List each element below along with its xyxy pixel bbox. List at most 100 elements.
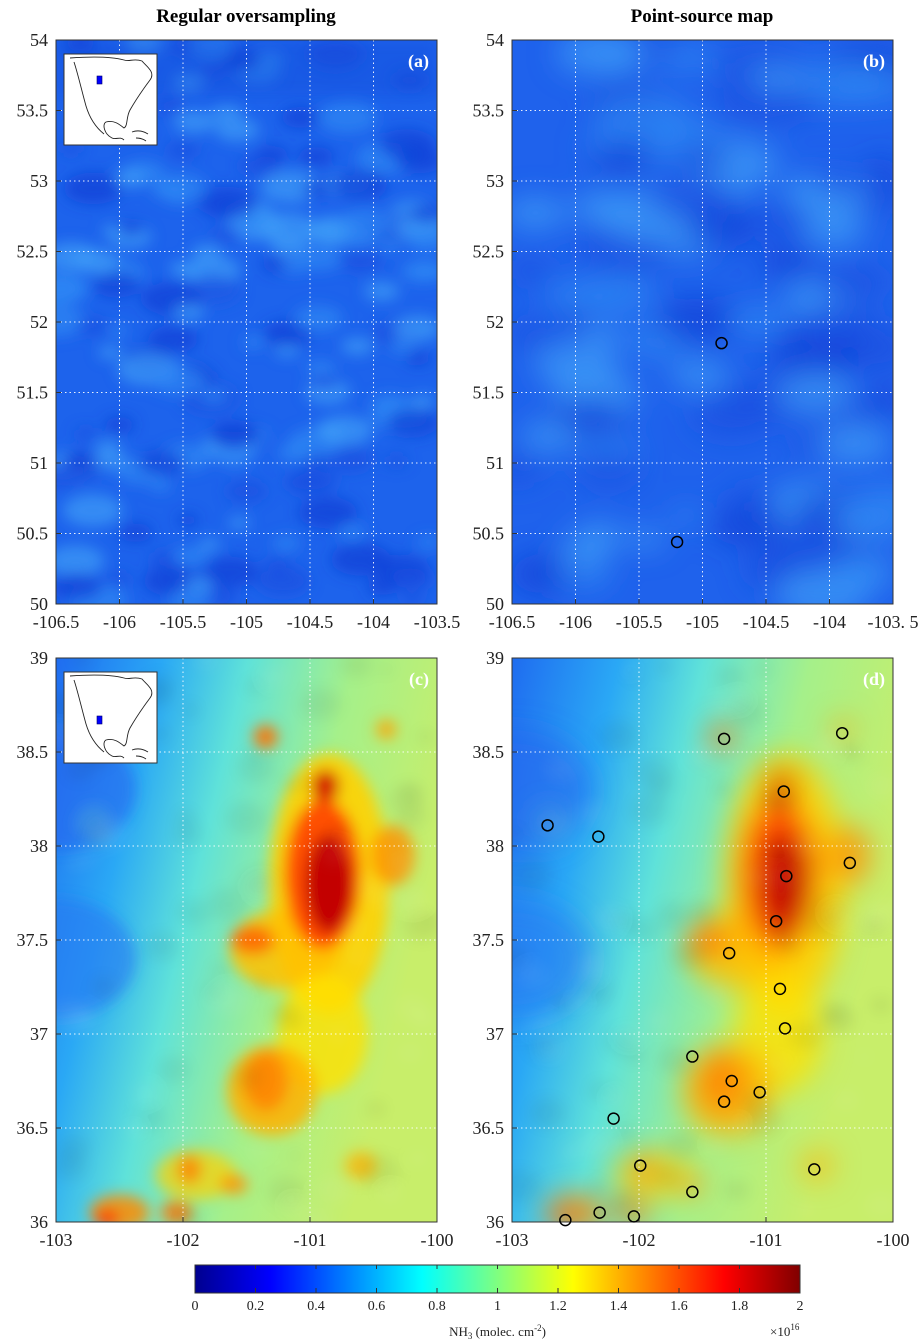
colorbar-label: NH3 (molec. cm-2) — [449, 1323, 546, 1341]
point-source-marker — [843, 856, 857, 870]
y-tick-label: 54 — [486, 30, 504, 50]
y-tick-label: 50 — [486, 594, 504, 614]
x-tick-label: -106 — [103, 612, 136, 632]
point-source-marker — [778, 1022, 792, 1035]
point-source-marker — [717, 1095, 731, 1108]
y-tick-label: 39 — [486, 648, 504, 668]
x-tick-label: -101 — [750, 1230, 783, 1250]
grid — [56, 40, 437, 604]
y-tick-label: 50 — [30, 594, 48, 614]
colorbar-tick-label: 0.4 — [307, 1299, 325, 1314]
grid — [512, 658, 893, 1222]
grid — [512, 40, 893, 604]
study-region-marker — [96, 715, 103, 725]
point-source-marker — [769, 914, 783, 928]
x-tick-label: -104 — [357, 612, 390, 632]
x-tick-label: -103. 5 — [868, 612, 919, 632]
point-source-marker — [686, 1050, 699, 1063]
study-region-marker — [96, 75, 103, 85]
point-source-marker — [780, 869, 793, 883]
point-source-marker — [835, 726, 849, 740]
colorbar-tick-label: 1.4 — [610, 1299, 628, 1314]
y-tick-label: 53 — [486, 171, 504, 191]
point-source-marker — [634, 1159, 647, 1172]
y-tick-label: 50.5 — [17, 524, 49, 544]
panel-b: -106.5 -106 -105.5 -105 -104.5 -104 -103. 5 50 5… — [473, 30, 919, 632]
north-america-inset-map — [63, 671, 158, 764]
colorbar-tick-label: 0 — [192, 1299, 199, 1314]
point-source-marker — [541, 819, 554, 832]
y-tick-label: 36 — [30, 1212, 48, 1232]
y-tick-label: 51.5 — [473, 383, 505, 403]
colorbar: 0 0.2 0.4 0.6 0.8 1 1.2 1.4 1.6 1.8 2 NH3 (molec. c… — [192, 1264, 804, 1341]
y-tick-label: 51 — [30, 453, 48, 473]
point-source-marker — [559, 1213, 572, 1227]
colorbar-multiplier: ×1016 — [770, 1322, 800, 1339]
x-tick-label: -103 — [40, 1230, 73, 1250]
x-tick-label: -100 — [421, 1230, 454, 1250]
colorbar-tick-label: 1 — [494, 1299, 501, 1314]
point-source-marker — [607, 1112, 620, 1125]
point-source-marker — [592, 830, 605, 843]
colorbar-tick-label: 0.8 — [428, 1299, 446, 1314]
y-tick-label: 38 — [30, 836, 48, 856]
y-tick-label: 52.5 — [17, 242, 49, 262]
point-source-marker — [593, 1206, 606, 1219]
x-tick-label: -105.5 — [616, 612, 663, 632]
panels: -106.5 -106 -105.5 -105 -104.5 -104 -103.5 50 50… — [17, 30, 919, 1250]
x-tick-label: -104.5 — [287, 612, 334, 632]
colorbar-tick-label: 2 — [797, 1299, 804, 1314]
y-tick-label: 53.5 — [473, 101, 505, 121]
point-source-marker — [753, 1086, 766, 1099]
y-tick-label: 38.5 — [17, 742, 49, 762]
x-tick-label: -104.5 — [743, 612, 790, 632]
y-tick-label: 37 — [486, 1024, 504, 1044]
y-tick-label: 38 — [486, 836, 504, 856]
north-america-inset-map — [63, 53, 158, 146]
x-tick-label: -103.5 — [414, 612, 461, 632]
colorbar-tick-label: 0.2 — [247, 1299, 265, 1314]
y-tick-label: 52 — [486, 312, 504, 332]
y-tick-label: 37 — [30, 1024, 48, 1044]
point-source-marker — [686, 1185, 699, 1199]
colorbar-tick-label: 0.6 — [368, 1299, 386, 1314]
y-tick-label: 36 — [486, 1212, 504, 1232]
point-source-marker — [715, 336, 728, 350]
x-tick-label: -100 — [877, 1230, 910, 1250]
y-tick-label: 51.5 — [17, 383, 49, 403]
y-tick-label: 38.5 — [473, 742, 505, 762]
colorbar-tick-label: 1.8 — [731, 1299, 749, 1314]
panel-label: (a) — [408, 51, 429, 72]
y-tick-label: 36.5 — [473, 1118, 505, 1138]
panel-label: (b) — [863, 51, 885, 72]
y-tick-label: 37.5 — [17, 930, 49, 950]
x-tick-label: -105.5 — [160, 612, 207, 632]
x-tick-label: -102 — [167, 1230, 200, 1250]
x-tick-label: -106.5 — [33, 612, 80, 632]
y-tick-label: 39 — [30, 648, 48, 668]
x-tick-label: -101 — [294, 1230, 327, 1250]
point-source-marker — [670, 535, 684, 549]
panel-c: -103 -102 -101 -100 36 36.5 37 37.5 38 38.5 39 (c) — [17, 648, 454, 1250]
y-tick-label: 54 — [30, 30, 48, 50]
point-source-marker — [627, 1210, 641, 1223]
point-source-marker — [777, 785, 791, 798]
panel-a: -106.5 -106 -105.5 -105 -104.5 -104 -103.5 50 50… — [17, 30, 461, 632]
y-tick-label: 52 — [30, 312, 48, 332]
x-tick-label: -103 — [496, 1230, 529, 1250]
x-tick-label: -105 — [686, 612, 719, 632]
panel-label: (c) — [409, 669, 429, 690]
point-source-marker — [808, 1163, 821, 1176]
title-left: Regular oversampling — [156, 6, 336, 27]
point-source-marker — [773, 982, 787, 996]
colorbar-tick-label: 1.6 — [670, 1299, 688, 1314]
y-tick-label: 37.5 — [473, 930, 505, 950]
point-source-marker — [722, 946, 736, 960]
y-tick-label: 53 — [30, 171, 48, 191]
point-source-marker — [725, 1074, 738, 1088]
y-tick-label: 52.5 — [473, 242, 505, 262]
colorbar-tick-label: 1.2 — [549, 1299, 567, 1314]
panel-label: (d) — [863, 669, 885, 690]
panel-d: -103 -102 -101 -100 36 36.5 37 37.5 38 38.5 39 (d) — [473, 648, 910, 1250]
